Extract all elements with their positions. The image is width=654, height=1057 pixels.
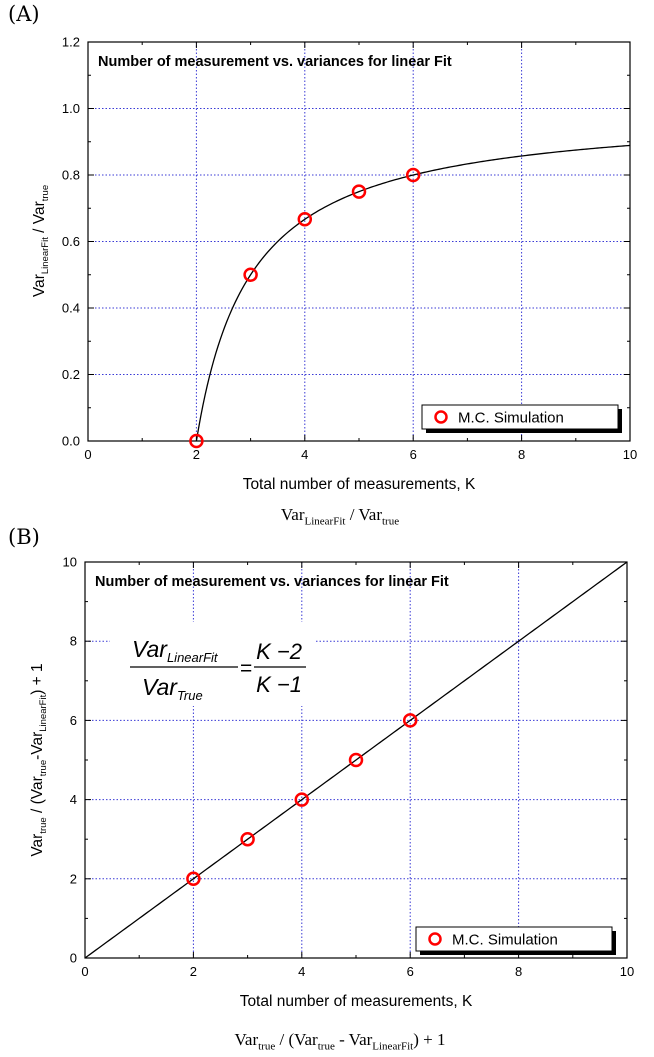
formula-background: [110, 622, 315, 706]
y-tick-label: 0.2: [62, 367, 80, 382]
y-tick-label: 0.6: [62, 234, 80, 249]
x-tick-label: 4: [301, 447, 308, 462]
formula-lhs-denominator: VarTrue: [142, 674, 203, 703]
data-point: [243, 267, 258, 282]
panel-b-label: (B): [8, 525, 40, 549]
x-tick-label: 6: [407, 964, 414, 979]
y-tick-label: 0: [70, 951, 77, 966]
legend-box: [421, 404, 619, 430]
y-axis-label: Vartrue / (Vartrue-VarLinearFit) + 1: [29, 663, 49, 856]
y-tick-label: 6: [70, 713, 77, 728]
data-point: [405, 167, 421, 183]
legend-box: [415, 926, 613, 952]
x-tick-label: 2: [193, 447, 200, 462]
y-tick-label: 2: [70, 871, 77, 886]
chart-title: Number of measurement vs. variances for …: [98, 54, 452, 70]
y-tick-label: 10: [63, 555, 77, 570]
formula: VarLinearFit VarTrue =K −2 K −1: [110, 622, 315, 706]
plot-frame: [87, 41, 631, 442]
y-tick-label: 4: [70, 792, 77, 807]
data-point: [189, 433, 204, 449]
formula-rhs-numerator: K −2: [256, 639, 302, 664]
y-tick-label: 0.0: [62, 434, 80, 449]
y-tick-label: 8: [70, 634, 77, 649]
panel-a-label: (A): [8, 2, 40, 26]
y-tick-label: 1.0: [62, 101, 80, 116]
legend-label: M.C. Simulation: [452, 932, 558, 949]
x-tick-label: 4: [298, 964, 305, 979]
data-point: [348, 752, 364, 768]
y-tick-label: 0.4: [62, 301, 80, 316]
x-tick-label: 10: [623, 447, 637, 462]
y-tick-label: 0.8: [62, 168, 80, 183]
data-point: [240, 831, 255, 847]
x-tick-label: 0: [81, 964, 88, 979]
data-point: [351, 184, 367, 199]
chart-a: 0 2 4 6 8 10 0.0 0.2 0.4 0.6 0.8 1.0 1.2 Number of me…: [31, 35, 637, 494]
y-axis-label: VarLinearFit / Vartrue: [31, 185, 51, 297]
fit-curve: [84, 561, 628, 959]
data-point: [297, 211, 313, 227]
x-axis-label: Total number of measurements, K: [243, 476, 476, 493]
fit-curve: [195, 144, 631, 442]
x-tick-label: 8: [515, 964, 522, 979]
plot-frame: [84, 561, 628, 959]
x-tick-label: 10: [620, 964, 634, 979]
panel-b-caption: Vartrue / (Vartrue - VarLinearFit) + 1: [234, 1030, 446, 1053]
x-tick-label: 0: [84, 447, 91, 462]
data-point: [186, 871, 201, 887]
y-tick-label: 1.2: [62, 35, 80, 50]
legend-label: M.C. Simulation: [458, 410, 564, 427]
x-tick-label: 8: [518, 447, 525, 462]
panel-a-caption: VarLinearFit / Vartrue: [280, 505, 400, 528]
x-axis-label: Total number of measurements, K: [240, 993, 473, 1010]
legend-marker: [434, 410, 448, 424]
chart-title: Number of measurement vs. variances for …: [95, 574, 449, 590]
legend-marker: [428, 932, 442, 946]
x-tick-label: 2: [190, 964, 197, 979]
data-point: [294, 792, 310, 807]
formula-rhs-denominator: K −1: [256, 672, 302, 697]
formula-lhs-numerator: VarLinearFit: [132, 636, 219, 665]
x-tick-label: 6: [410, 447, 417, 462]
formula-equals: =: [240, 657, 252, 680]
data-point: [402, 713, 418, 728]
